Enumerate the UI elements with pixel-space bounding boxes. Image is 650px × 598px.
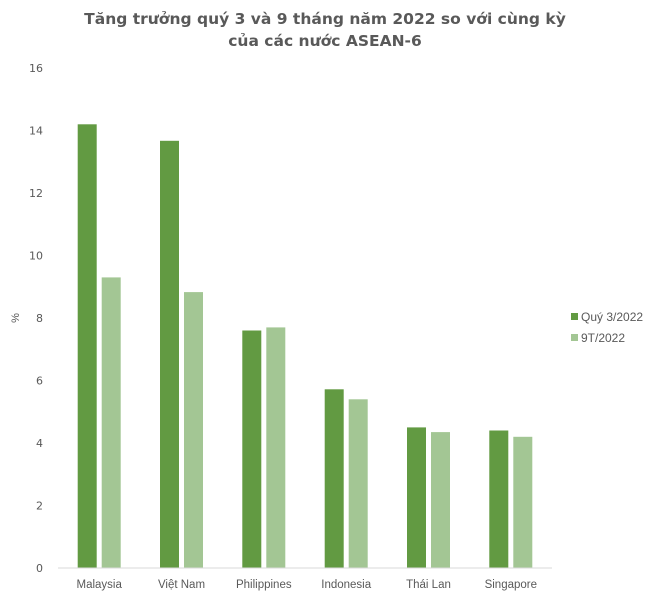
- bar: [431, 432, 450, 568]
- x-category-label: Indonesia: [321, 579, 371, 591]
- x-axis-categories: Malaysia Việt Nam Philippines Indonesia Thái…: [77, 579, 538, 591]
- y-tick-label: 8: [36, 312, 43, 325]
- bar: [489, 430, 509, 568]
- bar: [348, 399, 368, 569]
- bars: [77, 124, 533, 569]
- legend-item-9t: 9T/2022: [571, 327, 643, 348]
- x-category-label: Việt Nam: [158, 579, 205, 591]
- y-tick-label: 2: [36, 500, 43, 513]
- y-axis-ticks: 0 2 4 6 8 10 12 14 16: [29, 62, 43, 575]
- x-category-label: Malaysia: [77, 579, 123, 591]
- legend-label-q3: Quý 3/2022: [581, 309, 644, 324]
- bar: [242, 330, 262, 568]
- y-tick-label: 0: [36, 562, 43, 575]
- x-category-label: Thái Lan: [406, 579, 451, 591]
- bar: [513, 436, 533, 569]
- bar: [324, 389, 344, 569]
- bar: [77, 124, 97, 569]
- chart-title: Tăng trưởng quý 3 và 9 tháng năm 2022 so…: [0, 8, 650, 52]
- bar: [101, 277, 121, 568]
- legend-swatch-q3: [571, 313, 578, 320]
- y-tick-label: 14: [29, 125, 43, 138]
- legend-item-q3: Quý 3/2022: [571, 306, 643, 327]
- y-tick-label: 10: [29, 250, 43, 263]
- bar: [184, 292, 203, 568]
- bar: [160, 140, 179, 569]
- bar: [407, 427, 426, 568]
- x-category-label: Singapore: [485, 579, 537, 591]
- legend-label-9t: 9T/2022: [581, 330, 626, 345]
- y-tick-label: 6: [36, 375, 43, 388]
- chart-title-line-2: của các nước ASEAN-6: [228, 32, 422, 50]
- legend: Quý 3/2022 9T/2022: [571, 306, 643, 348]
- x-category-label: Philippines: [236, 579, 292, 591]
- y-tick-label: 16: [29, 62, 43, 75]
- y-tick-label: 4: [36, 437, 43, 450]
- y-tick-label: 12: [29, 187, 43, 200]
- legend-swatch-9t: [571, 334, 578, 341]
- chart-title-line-1: Tăng trưởng quý 3 và 9 tháng năm 2022 so…: [84, 10, 566, 28]
- bar: [266, 327, 286, 568]
